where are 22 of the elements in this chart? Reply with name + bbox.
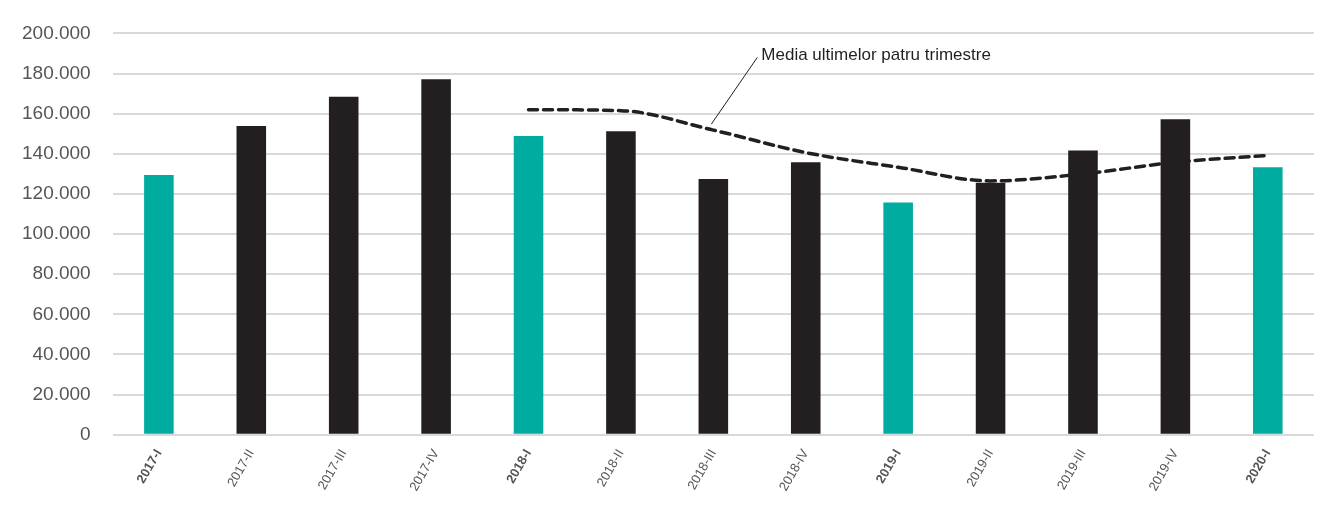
y-tick-label: 20.000	[32, 382, 91, 404]
bar	[606, 131, 636, 434]
bar	[421, 79, 451, 434]
y-tick-label: 60.000	[32, 302, 91, 324]
y-tick-label: 100.000	[21, 222, 91, 244]
y-tick-label: 200.000	[21, 21, 91, 43]
annotation: Media ultimelor patru trimestre	[761, 45, 991, 65]
y-tick-label: 80.000	[32, 262, 91, 284]
y-tick-label: 180.000	[21, 61, 91, 83]
y-tick-label: 120.000	[21, 182, 91, 204]
bar	[236, 126, 267, 434]
bar	[328, 96, 359, 434]
bar	[1253, 167, 1283, 434]
y-tick-label: 40.000	[32, 342, 91, 364]
y-tick-label: 0	[80, 423, 91, 444]
bar	[698, 178, 729, 434]
bar	[883, 202, 913, 434]
bar	[513, 135, 544, 434]
bar	[144, 174, 174, 434]
y-tick-label: 140.000	[21, 142, 91, 164]
bar	[790, 162, 821, 434]
y-tick-label: 160.000	[21, 101, 91, 123]
